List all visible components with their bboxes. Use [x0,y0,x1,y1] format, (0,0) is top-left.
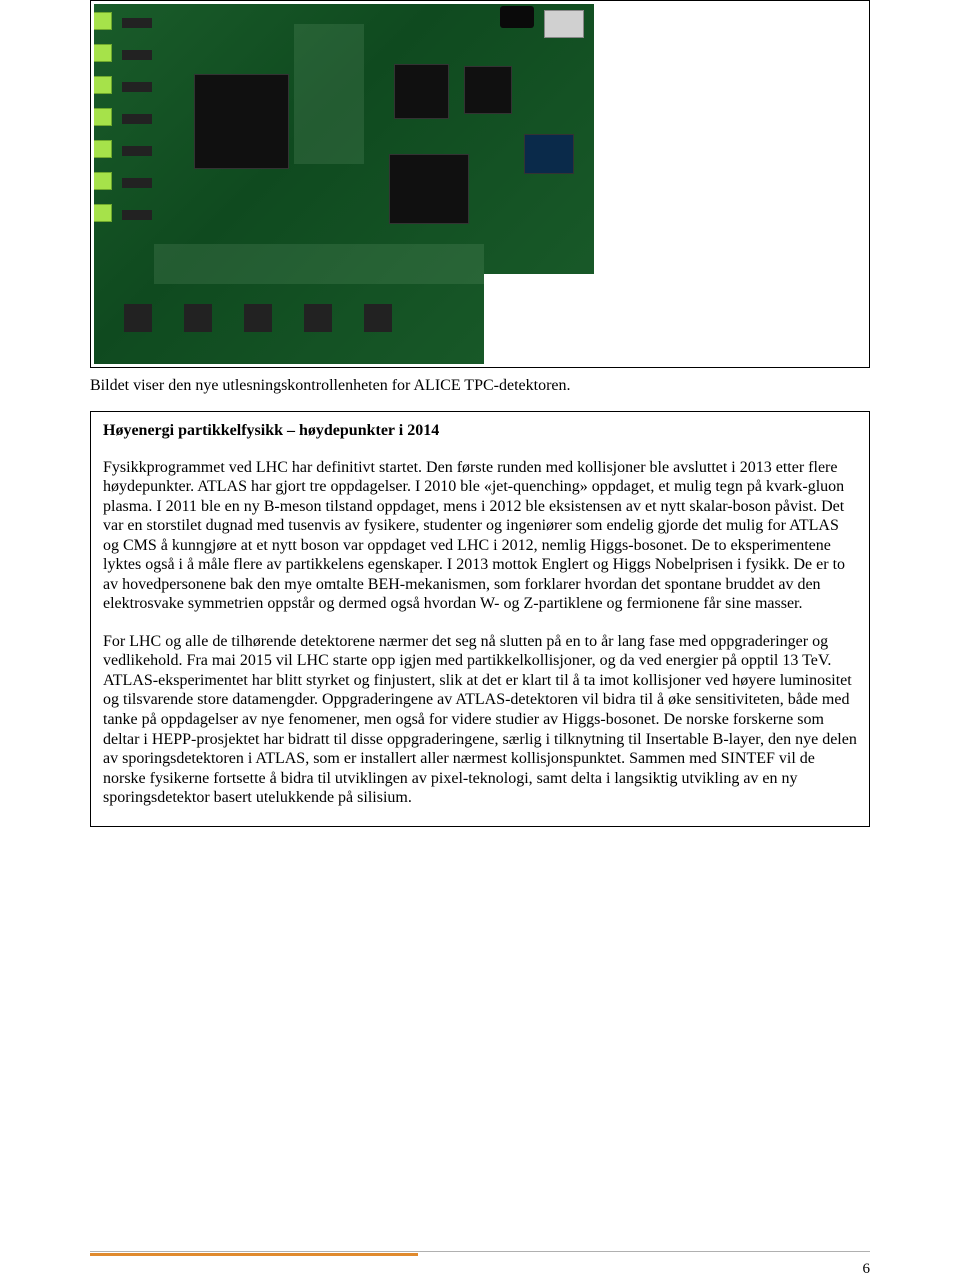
pcb-smd [122,18,152,28]
pcb-smd [122,82,152,92]
pcb-trace-band [154,244,484,284]
pcb-connector [94,140,112,158]
pcb-chip-row [184,304,212,332]
pcb-connector [94,44,112,62]
pcb-connector [94,12,112,30]
article-frame: Høyenergi partikkelfysikk – høydepunkter… [90,411,870,827]
pcb-chip-row [364,304,392,332]
pcb-trace-band [294,24,364,164]
pcb-chip-medium [394,64,449,119]
pcb-chip-large [194,74,289,169]
page-number: 6 [863,1261,871,1278]
pcb-smd [122,50,152,60]
body-paragraph: For LHC og alle de tilhørende detektoren… [103,632,857,808]
pcb-chip-small [524,134,574,174]
pcb-chip-row [124,304,152,332]
pcb-smd [122,146,152,156]
pcb-chip-medium [464,66,512,114]
page: Bildet viser den nye utlesningskontrolle… [0,0,960,1275]
footer-rule-line [90,1251,870,1252]
page-footer: 6 [90,1251,870,1257]
body-paragraph: Fysikkprogrammet ved LHC har definitivt … [103,458,857,614]
pcb-chip-row [304,304,332,332]
pcb-ethernet-jack [544,10,584,38]
pcb-connector [94,108,112,126]
pcb-notch [484,274,594,364]
figure-frame [90,0,870,368]
pcb-chip-row [244,304,272,332]
section-title: Høyenergi partikkelfysikk – høydepunkter… [103,422,857,440]
pcb-smd [122,114,152,124]
pcb-connector [94,76,112,94]
pcb-power-jack [500,6,534,28]
footer-rule [90,1251,870,1257]
pcb-connector [94,204,112,222]
pcb-smd [122,178,152,188]
pcb-photo [94,4,594,364]
figure-caption: Bildet viser den nye utlesningskontrolle… [90,376,870,397]
pcb-connector [94,172,112,190]
pcb-chip-medium [389,154,469,224]
pcb-smd [122,210,152,220]
footer-rule-accent [90,1253,418,1256]
